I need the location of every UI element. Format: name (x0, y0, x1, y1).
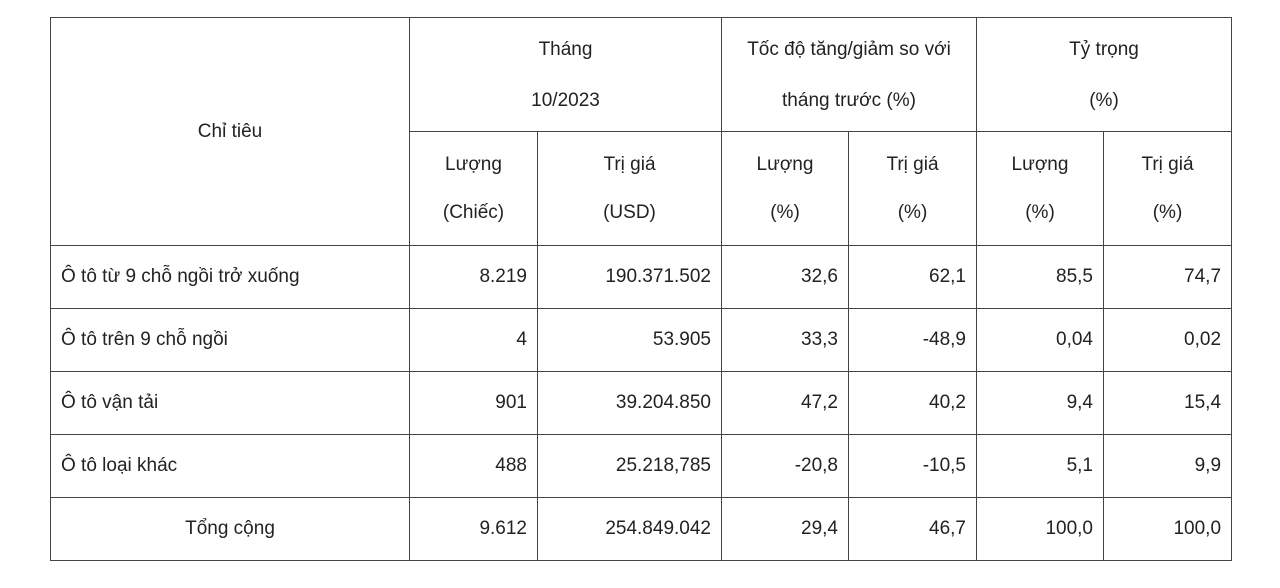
cell-share-val: 74,7 (1102, 245, 1233, 309)
header-month-qty: Lượng (Chiếc) (409, 131, 538, 246)
header-share: Tỷ trọng (%) (975, 17, 1233, 132)
total-month-qty: 9.612 (409, 497, 538, 561)
cell-share-val: 0,02 (1102, 308, 1233, 372)
cell-month-val: 25.218,785 (537, 434, 722, 498)
cell-growth-val: 62,1 (848, 245, 977, 309)
table-row: Ô tô vận tải 901 39.204.850 47,2 40,2 9,… (50, 371, 1233, 435)
total-share-qty: 100,0 (976, 497, 1104, 561)
row-label: Ô tô trên 9 chỗ ngồi (50, 308, 410, 372)
row-label: Ô tô vận tải (50, 371, 410, 435)
cell-month-qty: 4 (409, 308, 538, 372)
header-month-val: Trị giá (USD) (537, 131, 722, 246)
cell-growth-qty: 47,2 (721, 371, 849, 435)
row-label: Ô tô từ 9 chỗ ngồi trở xuống (50, 245, 410, 309)
table-row-total: Tổng cộng 9.612 254.849.042 29,4 46,7 10… (50, 497, 1233, 561)
cell-month-qty: 8.219 (409, 245, 538, 309)
cell-growth-val: 40,2 (848, 371, 977, 435)
cell-month-qty: 901 (409, 371, 538, 435)
cell-growth-qty: 33,3 (721, 308, 849, 372)
total-growth-val: 46,7 (848, 497, 977, 561)
cell-growth-val: -10,5 (848, 434, 977, 498)
cell-month-qty: 488 (409, 434, 538, 498)
table-row: Ô tô loại khác 488 25.218,785 -20,8 -10,… (50, 434, 1233, 498)
cell-share-qty: 9,4 (976, 371, 1104, 435)
cell-growth-val: -48,9 (848, 308, 977, 372)
header-growth: Tốc độ tăng/giảm so với tháng trước (%) (721, 17, 977, 132)
total-month-val: 254.849.042 (537, 497, 722, 561)
header-share-qty: Lượng (%) (976, 131, 1104, 246)
row-label: Ô tô loại khác (50, 434, 410, 498)
header-growth-qty: Lượng (%) (721, 131, 849, 246)
header-indicator: Chỉ tiêu (50, 17, 410, 246)
header-growth-val: Trị giá (%) (848, 131, 977, 246)
cell-share-qty: 0,04 (976, 308, 1104, 372)
cell-share-qty: 85,5 (976, 245, 1104, 309)
total-label: Tổng cộng (50, 497, 410, 561)
table-row: Ô tô từ 9 chỗ ngồi trở xuống 8.219 190.3… (50, 245, 1233, 309)
cell-share-val: 9,9 (1102, 434, 1233, 498)
cell-month-val: 53.905 (537, 308, 722, 372)
cell-month-val: 39.204.850 (537, 371, 722, 435)
cell-growth-qty: -20,8 (721, 434, 849, 498)
cell-share-val: 15,4 (1102, 371, 1233, 435)
header-share-val: Trị giá (%) (1102, 131, 1233, 246)
total-share-val: 100,0 (1102, 497, 1233, 561)
total-growth-qty: 29,4 (721, 497, 849, 561)
cell-growth-qty: 32,6 (721, 245, 849, 309)
cell-share-qty: 5,1 (976, 434, 1104, 498)
table-row: Ô tô trên 9 chỗ ngồi 4 53.905 33,3 -48,9… (50, 308, 1233, 372)
cell-month-val: 190.371.502 (537, 245, 722, 309)
import-table: Chỉ tiêu Tháng 10/2023 Tốc độ tăng/giảm … (50, 17, 1233, 561)
header-month: Tháng 10/2023 (409, 17, 722, 132)
